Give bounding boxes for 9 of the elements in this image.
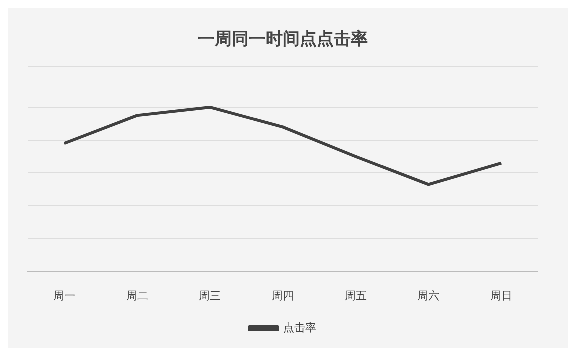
x-tick-label: 周五 [344, 289, 367, 302]
x-tick-label: 周六 [418, 289, 440, 302]
x-tick-label: 周二 [126, 289, 148, 302]
chart-title: 一周同一时间点点击率 [198, 30, 368, 50]
x-tick-label: 周日 [490, 289, 513, 302]
x-tick-label: 周一 [53, 289, 76, 302]
x-tick-label: 周四 [272, 289, 294, 302]
legend-label: 点击率 [283, 321, 316, 334]
x-tick-label: 周三 [199, 289, 222, 302]
